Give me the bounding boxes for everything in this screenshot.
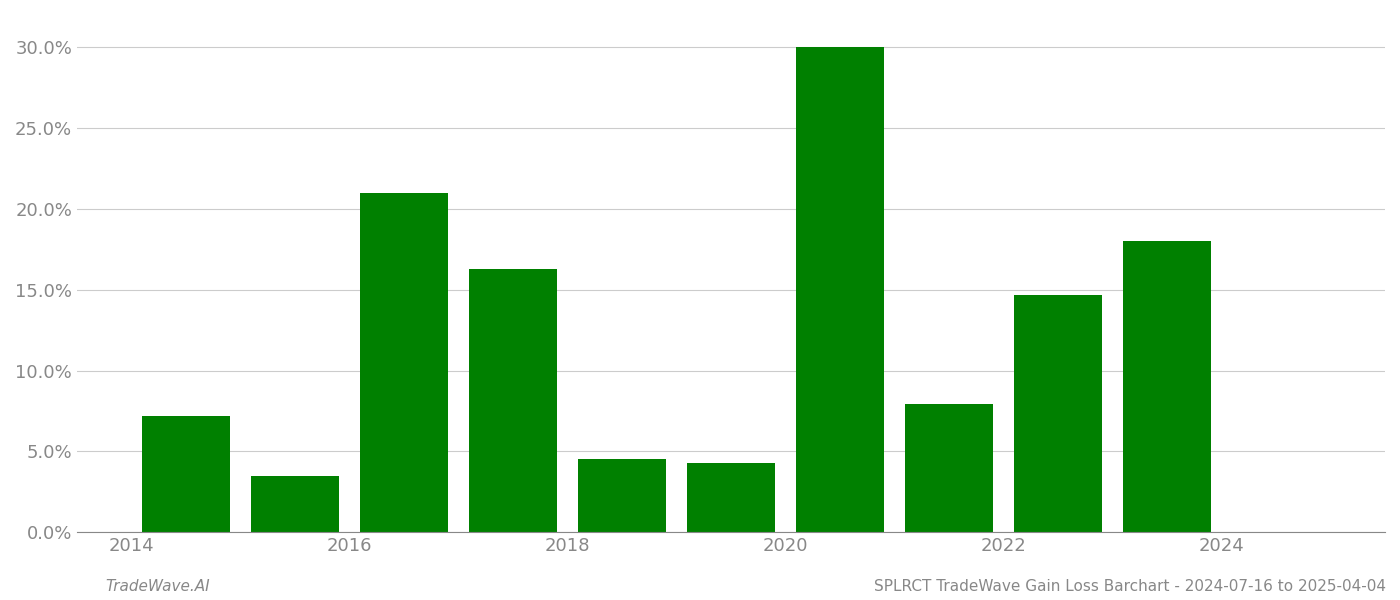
Bar — [906, 404, 993, 532]
Bar — [252, 476, 339, 532]
Text: SPLRCT TradeWave Gain Loss Barchart - 2024-07-16 to 2025-04-04: SPLRCT TradeWave Gain Loss Barchart - 20… — [874, 579, 1386, 594]
Bar — [469, 269, 557, 532]
Bar — [1123, 241, 1211, 532]
Bar — [797, 47, 883, 532]
Bar — [360, 193, 448, 532]
Bar — [687, 463, 774, 532]
Bar — [143, 416, 230, 532]
Bar — [1015, 295, 1102, 532]
Bar — [578, 460, 665, 532]
Text: TradeWave.AI: TradeWave.AI — [105, 579, 210, 594]
